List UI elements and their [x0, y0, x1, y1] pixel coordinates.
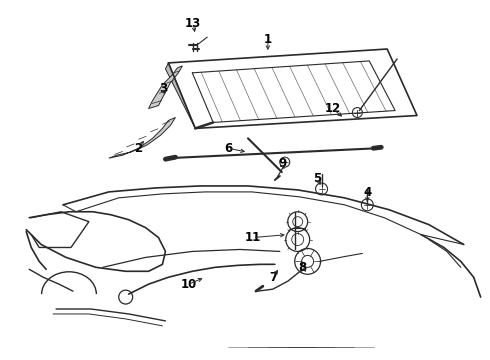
Text: 11: 11	[245, 231, 261, 244]
Text: 3: 3	[159, 82, 168, 95]
Text: 12: 12	[324, 102, 341, 115]
Text: 7: 7	[269, 271, 277, 284]
Text: 10: 10	[180, 278, 196, 291]
Text: 9: 9	[279, 157, 287, 170]
Polygon shape	[148, 66, 182, 109]
Polygon shape	[166, 63, 196, 129]
Text: 6: 6	[224, 142, 232, 155]
Text: 8: 8	[298, 261, 307, 274]
Text: 2: 2	[135, 142, 143, 155]
Text: 4: 4	[363, 186, 371, 199]
Polygon shape	[109, 117, 175, 158]
Text: 5: 5	[314, 171, 322, 185]
Text: 1: 1	[264, 33, 272, 46]
Text: 13: 13	[185, 17, 201, 30]
